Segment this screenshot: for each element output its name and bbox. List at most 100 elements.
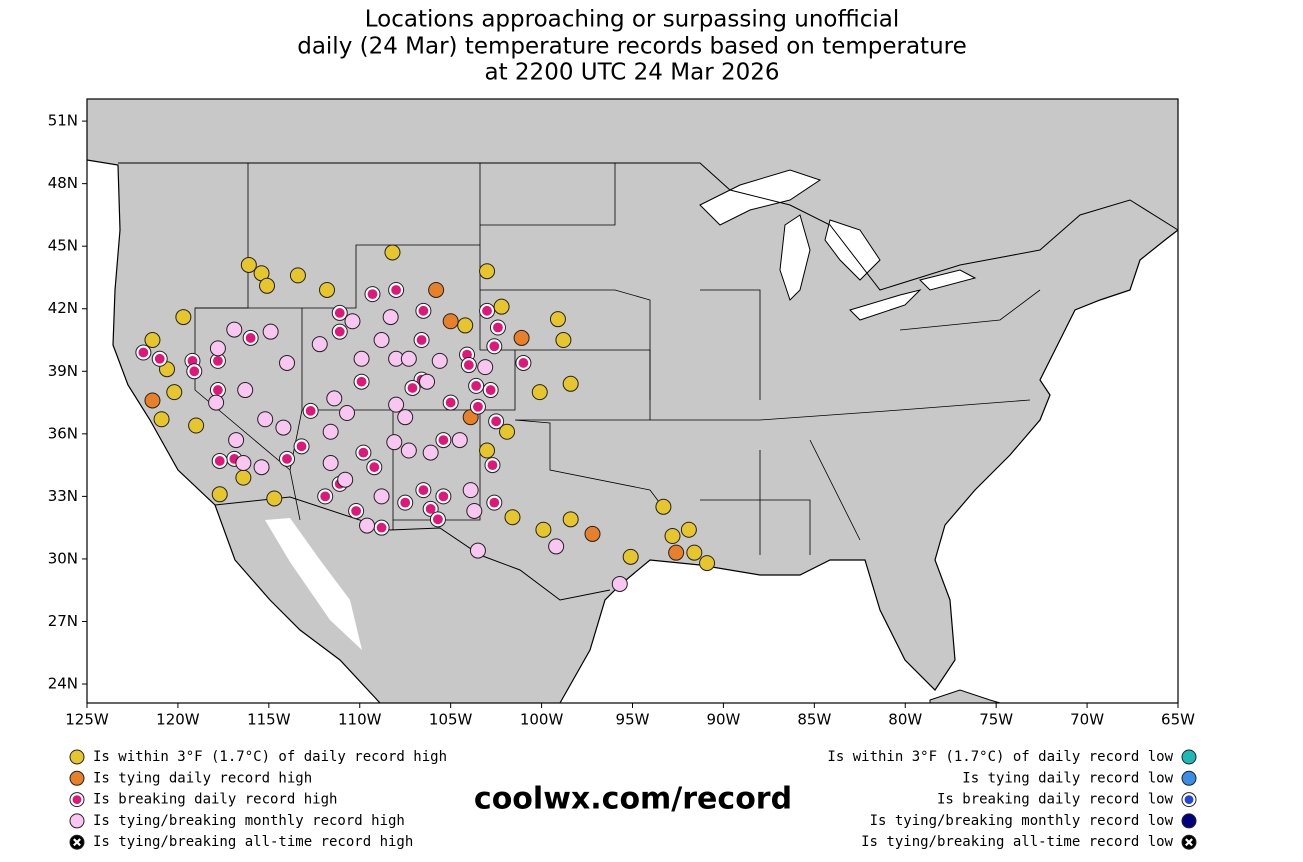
x-tick-label: 125W [65,711,109,729]
station-marker [686,544,703,561]
legend-swatch [1181,813,1197,829]
station-marker [289,267,306,284]
x-tick-label: 90W [706,711,740,729]
station-marker [153,411,170,428]
station-marker-core [391,285,402,295]
state-line [700,289,761,400]
y-tick-label: 51N [48,112,78,130]
x-tick-label: 85W [797,711,831,729]
station-marker-core [487,460,498,471]
legend-label: Is within 3°F (1.7°C) of daily record lo… [827,749,1173,765]
station-marker [548,538,565,555]
state-line [700,499,811,555]
station-marker [359,517,376,534]
lake-huron [824,219,881,281]
station-marker [419,373,436,390]
x-tick-label: 110W [338,711,382,729]
x-tick-label: 80W [888,711,922,729]
legend-label: Is within 3°F (1.7°C) of daily record hi… [93,749,447,765]
station-marker [384,244,401,261]
station-marker [469,542,486,559]
x-tick-label: 95W [616,711,650,729]
station-marker-core [138,347,149,358]
state-line [289,308,303,521]
title-line: daily (24 Mar) temperature records based… [297,34,967,60]
station-marker [311,336,328,353]
station-marker-core [463,360,474,370]
station-marker-core [425,503,436,514]
station-marker [322,455,339,472]
y-tick-label: 42N [48,299,78,317]
station-marker [144,332,161,349]
station-marker [622,548,639,565]
legend-label: Is tying daily record high [93,770,312,786]
station-marker [466,502,483,519]
station-marker [211,486,228,503]
y-tick-label: 36N [48,424,78,442]
pacific-ocean [87,160,380,703]
station-marker [388,396,405,413]
station-marker [353,350,370,367]
legend-swatch [1181,770,1197,786]
station-marker [337,471,354,488]
station-marker-core [282,453,292,464]
station-marker [266,490,283,507]
station-marker [188,417,205,434]
x-tick-label: 100W [520,711,564,729]
lake-ontario [919,269,977,291]
legend-label: Is tying/breaking monthly record low [870,813,1174,829]
station-marker [326,390,343,407]
station-marker-core [358,447,369,458]
station-marker-core [213,385,223,395]
station-marker [428,281,445,298]
station-marker [235,469,252,486]
station-marker-core [214,456,225,466]
canada-border [118,162,1179,291]
station-marker [382,309,399,326]
station-marker [208,394,225,411]
station-marker [275,419,292,436]
station-marker [373,488,390,505]
station-marker-core [418,485,429,496]
station-marker-core [418,305,429,316]
station-marker-core [400,497,411,508]
station-marker [209,340,226,357]
station-marker [680,521,697,538]
state-line [650,399,1031,421]
station-marker-core [433,514,443,525]
station-marker [584,525,601,542]
station-marker [386,434,403,451]
station-marker [144,392,161,409]
station-marker [253,459,270,476]
station-marker-core [245,333,256,343]
station-marker-core [154,353,165,364]
station-marker-core [320,491,331,502]
station-marker [504,509,521,526]
station-marker [344,313,361,330]
station-marker-core [376,522,387,533]
station-marker [699,555,716,572]
coastline [86,159,381,704]
station-marker [228,432,245,449]
y-tick-label: 45N [48,237,78,255]
station-marker-core [445,397,456,408]
station-marker-core [351,506,362,516]
basemap [86,98,1179,704]
station-marker [477,359,494,376]
legend-swatch-core [72,795,82,804]
station-marker [166,384,183,401]
station-marker [655,498,672,515]
station-marker [175,309,192,326]
station-marker-core [369,462,380,473]
gulf-and-atlantic [560,230,1178,703]
station-marker-core [189,366,200,377]
station-marker-core [416,335,427,345]
station-marker [259,277,276,294]
station-marker [400,350,417,367]
title-line: Locations approaching or surpassing unof… [365,7,899,33]
state-line [514,349,666,511]
station-marker [531,384,548,401]
station-marker [397,409,414,426]
station-marker-core [334,326,345,337]
